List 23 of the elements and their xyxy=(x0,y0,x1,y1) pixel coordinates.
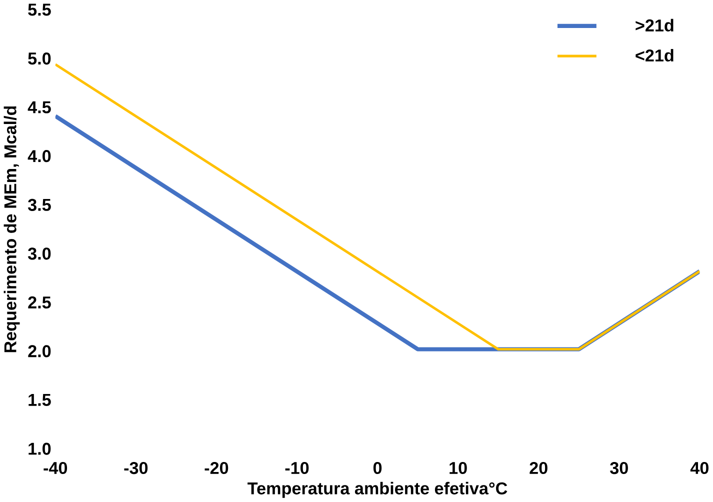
x-tick-label: 30 xyxy=(610,462,628,474)
y-tick-label: 1.0 xyxy=(28,442,51,456)
x-tick-label: 0 xyxy=(373,462,382,474)
x-tick-label: 20 xyxy=(530,462,548,474)
y-tick-label: 3.5 xyxy=(28,198,51,212)
y-tick-label: 1.5 xyxy=(28,394,51,406)
x-tick-label: -40 xyxy=(44,462,68,474)
y-axis-title: Requerimento de MEm, Mcal/d xyxy=(4,106,20,352)
x-tick-label: 40 xyxy=(690,462,708,474)
x-tick-label: -20 xyxy=(204,462,228,474)
y-tick-label: 5.0 xyxy=(28,52,51,65)
x-tick-label: -30 xyxy=(124,462,148,474)
legend-label: >21d xyxy=(636,19,674,32)
x-axis-title: Temperatura ambiente efetiva°C xyxy=(248,482,508,498)
x-tick-label: 10 xyxy=(450,462,467,474)
y-tick-label: 4.5 xyxy=(28,102,51,114)
y-tick-label: 5.5 xyxy=(28,4,51,16)
y-tick-label: 2.0 xyxy=(28,345,51,358)
y-tick-label: 4.0 xyxy=(28,150,51,162)
legend-label: <21d xyxy=(636,49,674,62)
y-tick-label: 3.0 xyxy=(28,248,51,260)
x-tick-label: -10 xyxy=(285,462,309,474)
y-tick-label: 2.5 xyxy=(28,296,51,309)
